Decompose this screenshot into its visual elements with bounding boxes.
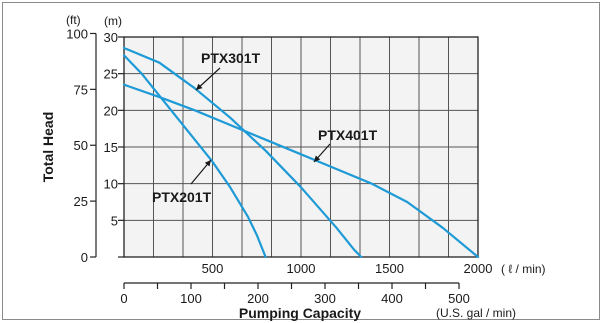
ft-axis-tick-label: 100	[66, 26, 88, 41]
lpm-axis-tick-label: 1500	[375, 261, 404, 276]
m-axis-tick-label: 30	[104, 30, 118, 45]
chart-labels: PTX301T PTX401T PTX201T	[152, 50, 378, 205]
lpm-axis-tick-label: 2000	[464, 261, 493, 276]
ft-axis-tick-label: 75	[74, 82, 88, 97]
ft-axis-tick-label: 50	[74, 138, 88, 153]
arrow-ptx201t-head	[204, 160, 211, 167]
y-axis-title: Total Head	[40, 112, 56, 183]
gpm-axis-tick-label: 100	[180, 291, 202, 306]
series-line-ptx201t	[122, 54, 267, 259]
ft-axis-tick-label: 25	[74, 194, 88, 209]
label-ptx401t: PTX401T	[318, 127, 378, 143]
series-line-ptx301t	[122, 46, 363, 259]
gpm-axis-tick-label: 300	[314, 291, 336, 306]
label-ptx201t: PTX201T	[152, 189, 212, 205]
gpm-axis-tick-label: 0	[120, 291, 127, 306]
label-ptx301t: PTX301T	[201, 50, 261, 66]
gpm-unit-label: (U.S. gal / min)	[436, 306, 516, 320]
x-axis-title: Pumping Capacity	[239, 305, 361, 321]
m-axis-tick-label: 15	[104, 140, 118, 155]
series-line-ptx401t	[122, 83, 480, 259]
m-axis-tick-label: 25	[104, 67, 118, 82]
m-axis-tick-label: 10	[104, 177, 118, 192]
m-axis-tick-label: 20	[104, 103, 118, 118]
m-unit-label: (m)	[104, 14, 122, 28]
gpm-axis-tick-label: 200	[247, 291, 269, 306]
m-axis-tick-label: 5	[111, 213, 118, 228]
lpm-unit-label: ( ℓ / min)	[501, 262, 546, 276]
arrow-ptx401t-head	[314, 155, 321, 162]
gpm-axis-tick-label: 400	[381, 291, 403, 306]
gpm-axis-tick-label: 500	[448, 291, 470, 306]
lpm-axis-tick-label: 500	[202, 261, 224, 276]
chart-frame	[2, 2, 600, 320]
ft-axis-tick-label: 0	[81, 250, 88, 265]
ft-unit-label: (ft)	[66, 13, 81, 27]
lpm-axis-tick-label: 1000	[287, 261, 316, 276]
series-lines	[122, 46, 480, 259]
arrow-ptx301t-head	[196, 83, 203, 90]
